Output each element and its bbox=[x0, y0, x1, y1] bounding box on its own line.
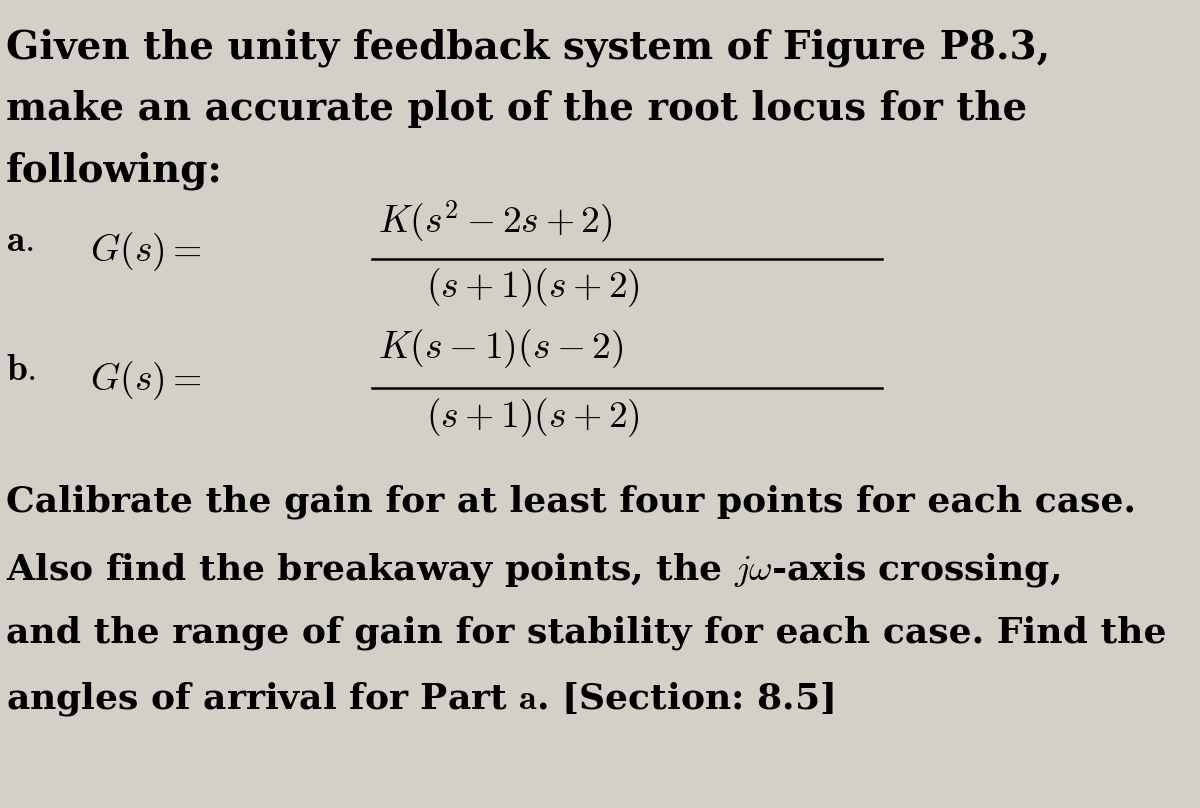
Text: $(s + 1)(s + 2)$: $(s + 1)(s + 2)$ bbox=[426, 267, 640, 309]
Text: following:: following: bbox=[6, 152, 223, 191]
Text: Given the unity feedback system of Figure P8.3,: Given the unity feedback system of Figur… bbox=[6, 28, 1050, 67]
Text: $K(s^2 - 2s + 2)$: $K(s^2 - 2s + 2)$ bbox=[378, 198, 612, 245]
Text: Calibrate the gain for at least four points for each case.: Calibrate the gain for at least four poi… bbox=[6, 485, 1136, 520]
Text: and the range of gain for stability for each case. Find the: and the range of gain for stability for … bbox=[6, 616, 1166, 650]
Text: angles of arrival for Part $\mathbf{a}$. [Section: 8.5]: angles of arrival for Part $\mathbf{a}$.… bbox=[6, 680, 834, 718]
Text: $\mathbf{b.}$: $\mathbf{b.}$ bbox=[6, 351, 36, 389]
Text: $(s + 1)(s + 2)$: $(s + 1)(s + 2)$ bbox=[426, 396, 640, 439]
Text: Also find the breakaway points, the $j\omega$-axis crossing,: Also find the breakaway points, the $j\o… bbox=[6, 551, 1060, 589]
Text: $G(s) =$: $G(s) =$ bbox=[90, 230, 202, 273]
Text: make an accurate plot of the root locus for the: make an accurate plot of the root locus … bbox=[6, 90, 1027, 128]
Text: $\mathbf{a.}$: $\mathbf{a.}$ bbox=[6, 222, 34, 259]
Text: $G(s) =$: $G(s) =$ bbox=[90, 360, 202, 402]
Text: $K(s - 1)(s - 2)$: $K(s - 1)(s - 2)$ bbox=[378, 327, 624, 370]
